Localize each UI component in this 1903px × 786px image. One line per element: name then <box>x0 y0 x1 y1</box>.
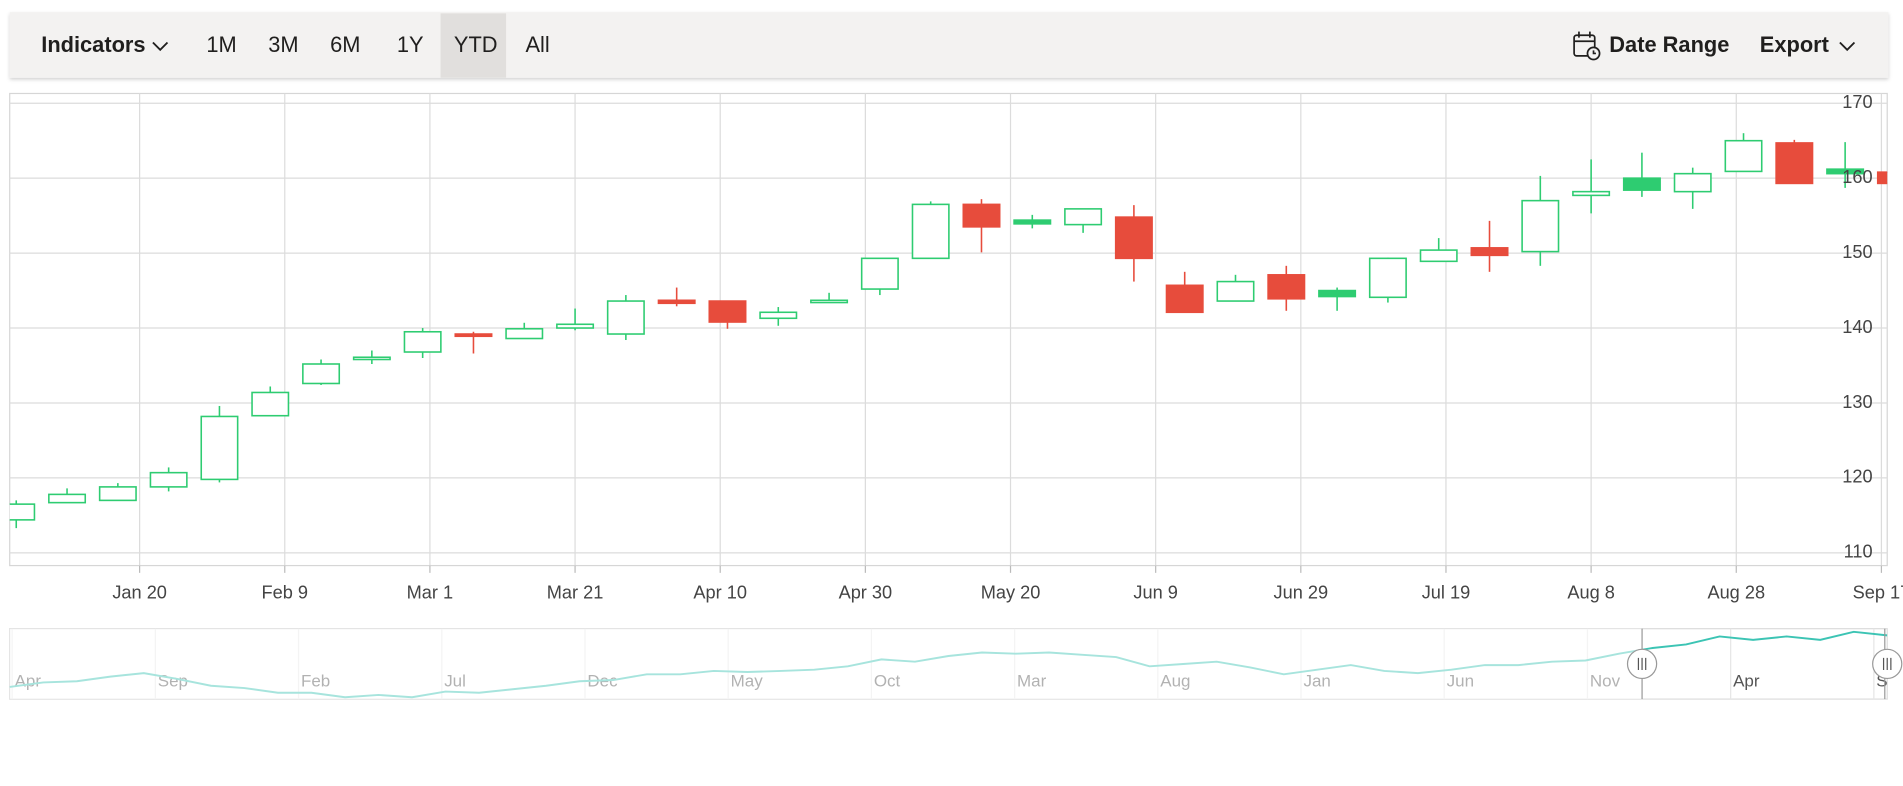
y-tick-label: 130 <box>1842 392 1872 412</box>
period-button[interactable]: 6M <box>330 32 360 57</box>
unselected-overlay <box>9 628 1643 700</box>
indicators-button[interactable]: Indicators <box>41 32 145 57</box>
period-button[interactable]: 1Y <box>397 32 424 57</box>
x-tick-label: Mar 21 <box>547 582 604 602</box>
candle-body <box>1165 284 1204 314</box>
candle-body <box>911 203 950 260</box>
period-button[interactable]: 3M <box>268 32 298 57</box>
candle-body <box>962 203 1001 228</box>
candle-body <box>403 330 442 353</box>
plot-area <box>9 92 1888 567</box>
chevron <box>1839 41 1856 52</box>
navigator-selection <box>9 628 1903 700</box>
candle-body <box>1064 208 1103 226</box>
candle-body <box>1470 247 1509 257</box>
candle-body <box>1267 274 1306 300</box>
candle-body <box>251 391 290 417</box>
candle-body <box>1724 139 1763 173</box>
candle-body <box>708 300 747 323</box>
x-tick-label: Aug 28 <box>1707 582 1765 602</box>
candle-body <box>48 493 87 504</box>
candle-body <box>657 299 696 305</box>
y-tick-label: 150 <box>1842 242 1872 262</box>
selected-period-bg <box>440 13 507 78</box>
y-tick-label: 170 <box>1842 92 1872 112</box>
x-tick-label: Jun 29 <box>1274 582 1329 602</box>
candle-body <box>1826 168 1865 175</box>
y-tick-label: 160 <box>1842 167 1872 187</box>
right-handle[interactable] <box>1872 648 1903 680</box>
candle-body <box>1775 142 1814 185</box>
candle-body <box>1216 280 1255 302</box>
candle-body <box>149 471 188 488</box>
candle-body <box>1318 289 1357 298</box>
period-button[interactable]: All <box>526 32 550 57</box>
candle-body <box>759 311 798 320</box>
y-tick-label: 120 <box>1842 467 1872 487</box>
candle-body <box>1876 171 1888 185</box>
candle-body <box>1622 177 1661 191</box>
candle-body <box>1572 190 1611 197</box>
x-tick-label: Jul 19 <box>1422 582 1471 602</box>
x-tick-label: Mar 1 <box>407 582 454 602</box>
candle-body <box>810 299 849 304</box>
x-tick-label: Apr 30 <box>839 582 893 602</box>
candle-body <box>98 486 137 502</box>
candle-body <box>505 327 544 340</box>
candle-body <box>606 300 645 335</box>
candle-body <box>860 257 899 290</box>
candle-body <box>200 415 239 481</box>
date-range-button[interactable]: Date Range <box>1609 32 1729 57</box>
x-tick-label: Sep 17 <box>1853 582 1903 602</box>
calendar-icon <box>1573 31 1601 61</box>
candle-body <box>9 503 36 521</box>
period-button[interactable]: YTD <box>454 32 498 57</box>
candle-body <box>352 356 391 361</box>
navigator-label: Apr <box>1733 672 1760 691</box>
x-tick-label: Jan 20 <box>112 582 167 602</box>
navigator-label: Sep <box>1876 672 1903 691</box>
period-button[interactable]: 1M <box>206 32 236 57</box>
y-tick-label: 110 <box>1844 542 1873 562</box>
candle-body <box>1114 216 1153 260</box>
candle-body <box>1368 257 1407 299</box>
x-tick-label: May 20 <box>981 582 1041 602</box>
candle-body <box>1673 172 1712 193</box>
candle-body <box>302 363 341 385</box>
chevron <box>152 41 169 52</box>
axes: 110 120 130 140 150 160 170 Jan 20 Feb 9 Mar 1 Mar… <box>112 92 1903 602</box>
x-tick-label: Jun 9 <box>1133 582 1178 602</box>
candle-body <box>1419 249 1458 263</box>
candle-body <box>454 333 493 338</box>
x-tick-label: Aug 8 <box>1567 582 1615 602</box>
toolbar <box>9 12 1889 78</box>
x-tick-label: Feb 9 <box>262 582 309 602</box>
candle-body <box>1013 219 1052 225</box>
toolbar-items: Indicators Date Range Export 1M 3M 6M 1Y YTD… <box>41 13 1856 78</box>
grid <box>9 93 1888 566</box>
candle-body <box>556 323 595 329</box>
y-tick-label: 140 <box>1842 317 1872 337</box>
candles <box>9 133 1888 529</box>
left-handle[interactable] <box>1626 648 1658 680</box>
export-button[interactable]: Export <box>1760 32 1829 57</box>
x-tick-label: Apr 10 <box>693 582 747 602</box>
candle-body <box>1521 199 1560 253</box>
